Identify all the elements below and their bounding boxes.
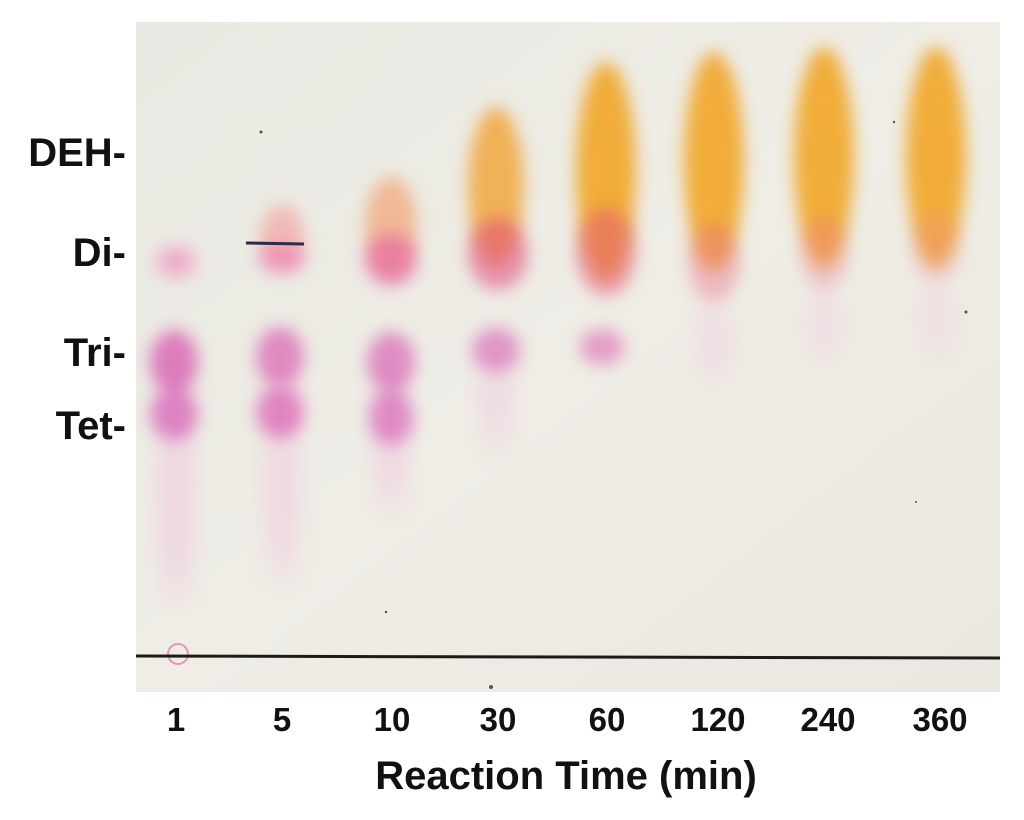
plate-specks bbox=[259, 120, 968, 689]
lane-label-360: 360 bbox=[912, 701, 968, 738]
lane-label-1: 1 bbox=[166, 701, 186, 738]
lane-10-spots bbox=[365, 177, 417, 512]
lane-60-spots bbox=[576, 62, 636, 365]
lane-label-120: 120 bbox=[690, 701, 746, 738]
lane-360-spots bbox=[906, 47, 966, 357]
axis-title: Reaction Time (min) bbox=[375, 754, 757, 798]
lane-label-5: 5 bbox=[272, 701, 292, 738]
lane-label-60: 60 bbox=[588, 701, 626, 738]
band-label-tri: Tri- bbox=[63, 331, 126, 375]
tlc-plate-image bbox=[136, 22, 1000, 692]
lane-30-spots bbox=[468, 107, 528, 452]
band-label-tet: Tet- bbox=[55, 404, 126, 448]
lane-1-spots bbox=[150, 246, 198, 665]
lane-120-spots bbox=[684, 52, 744, 382]
lane-240-spots bbox=[794, 47, 854, 362]
lane-label-240: 240 bbox=[800, 701, 856, 738]
band-label-deh: DEH- bbox=[28, 131, 126, 175]
lane-5-spots bbox=[245, 205, 306, 582]
lane-label-30: 30 bbox=[479, 701, 517, 738]
lane-label-10: 10 bbox=[373, 701, 411, 738]
band-label-di: Di- bbox=[72, 231, 126, 275]
origin-baseline bbox=[136, 654, 1000, 660]
